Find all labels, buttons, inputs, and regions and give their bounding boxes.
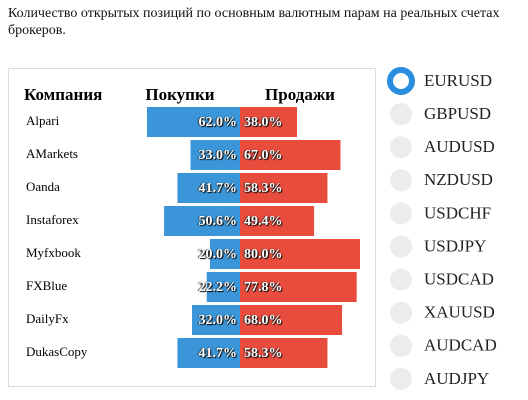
sell-bar <box>240 338 328 368</box>
buy-value-label: 50.6% <box>199 214 238 229</box>
currency-option[interactable]: AUDJPY <box>424 369 489 388</box>
radio-button[interactable] <box>390 301 412 324</box>
category-label: Instaforex <box>26 212 79 227</box>
currency-option[interactable]: AUDUSD <box>424 137 495 156</box>
currency-option[interactable]: USDCAD <box>424 270 494 289</box>
buy-value-label: 20.0% <box>199 247 238 262</box>
radio-button[interactable] <box>390 202 412 225</box>
buy-bar <box>192 305 240 335</box>
currency-option[interactable]: EURUSD <box>424 71 492 90</box>
sell-value-label: 58.3% <box>244 346 283 361</box>
category-label: DailyFx <box>26 311 69 326</box>
buy-bar <box>206 272 240 302</box>
radio-button[interactable] <box>390 103 412 126</box>
currency-option[interactable]: GBPUSD <box>424 104 491 123</box>
sell-value-label: 77.8% <box>244 280 283 295</box>
radio-button[interactable] <box>390 268 412 291</box>
radio-button[interactable] <box>387 67 415 95</box>
buy-value-label: 41.7% <box>199 346 238 361</box>
buy-value-label: 62.0% <box>199 115 238 130</box>
category-label: DukasCopy <box>26 344 88 359</box>
currency-option[interactable]: USDJPY <box>424 236 486 255</box>
title: Количество открытых позиций по основным … <box>8 6 500 38</box>
buy-bar <box>147 107 240 137</box>
sell-bar <box>240 173 328 203</box>
buy-value-label: 41.7% <box>199 181 238 196</box>
sell-bar <box>240 272 357 302</box>
sell-bar <box>240 305 342 335</box>
sell-value-label: 49.4% <box>244 214 283 229</box>
category-label: Alpari <box>26 113 60 128</box>
radio-button[interactable] <box>390 169 412 192</box>
sell-value-label: 38.0% <box>244 115 283 130</box>
sell-value-label: 58.3% <box>244 181 283 196</box>
currency-option[interactable]: USDCHF <box>424 203 491 222</box>
sell-bar <box>240 239 360 269</box>
category-label: FXBlue <box>26 278 67 293</box>
radio-button[interactable] <box>390 235 412 258</box>
currency-option[interactable]: XAUUSD <box>424 303 495 322</box>
buy-bar <box>164 206 240 236</box>
category-label: Oanda <box>26 179 60 194</box>
category-label: Myfxbook <box>26 245 81 260</box>
radio-button[interactable] <box>390 334 412 357</box>
sell-value-label: 68.0% <box>244 313 283 328</box>
sell-value-label: 80.0% <box>244 247 283 262</box>
buy-value-label: 33.0% <box>199 148 238 163</box>
currency-option[interactable]: AUDCAD <box>424 336 497 355</box>
currency-option[interactable]: NZDUSD <box>424 170 493 189</box>
buy-value-label: 22.2% <box>199 280 238 295</box>
category-label: AMarkets <box>26 146 78 161</box>
buy-bar <box>210 239 240 269</box>
column-header: Компания <box>24 85 102 104</box>
radio-button[interactable] <box>390 136 412 159</box>
buy-bar <box>177 338 240 368</box>
buy-value-label: 32.0% <box>199 313 238 328</box>
sell-bar <box>240 206 315 236</box>
column-header: Продажи <box>265 85 335 104</box>
buy-bar <box>190 140 240 170</box>
sell-bar <box>240 107 297 137</box>
buy-bar <box>177 173 240 203</box>
sell-value-label: 67.0% <box>244 148 283 163</box>
radio-button[interactable] <box>390 367 412 390</box>
sell-bar <box>240 140 341 170</box>
column-header: Покупки <box>145 85 214 104</box>
